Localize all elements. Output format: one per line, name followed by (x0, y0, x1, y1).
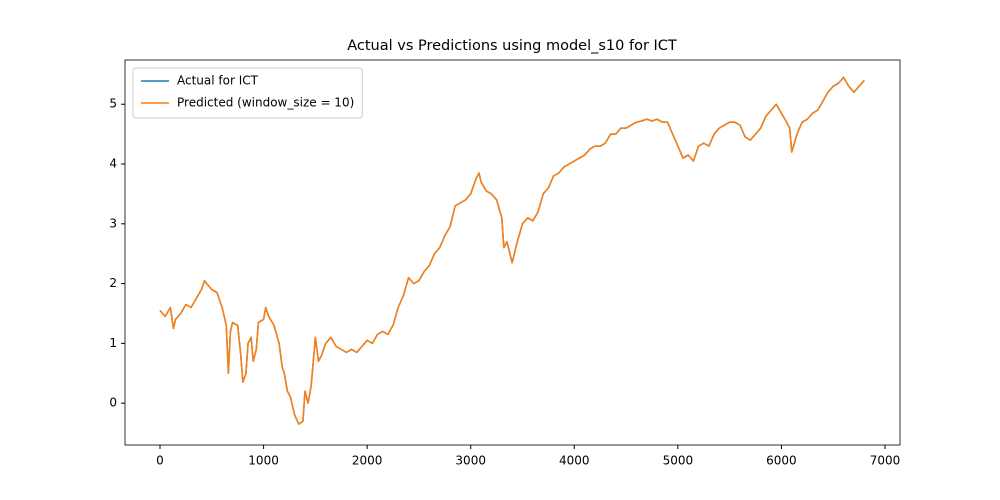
legend-box (132, 67, 363, 119)
y-tick-label: 0 (109, 396, 117, 410)
x-tick-label: 1000 (248, 454, 279, 468)
legend-label: Predicted (window_size = 10) (177, 96, 354, 110)
y-tick-label: 1 (109, 336, 117, 350)
x-tick-label: 6000 (766, 454, 797, 468)
x-tick-label: 4000 (559, 454, 590, 468)
y-tick-label: 5 (109, 97, 117, 111)
x-tick-label: 2000 (352, 454, 383, 468)
y-tick-label: 3 (109, 216, 117, 230)
y-tick-label: 4 (109, 157, 117, 171)
x-tick-label: 0 (156, 454, 164, 468)
legend: Actual for ICT Predicted (window_size = 1… (132, 67, 363, 119)
legend-label: Actual for ICT (177, 74, 259, 88)
x-tick-label: 5000 (663, 454, 694, 468)
plot-frame (124, 59, 901, 446)
x-tick-label: 7000 (870, 454, 901, 468)
y-tick-label: 2 (109, 276, 117, 290)
data-line (159, 76, 865, 425)
chart-title: Actual vs Predictions using model_s10 fo… (347, 38, 677, 54)
x-tick-label: 3000 (455, 454, 486, 468)
